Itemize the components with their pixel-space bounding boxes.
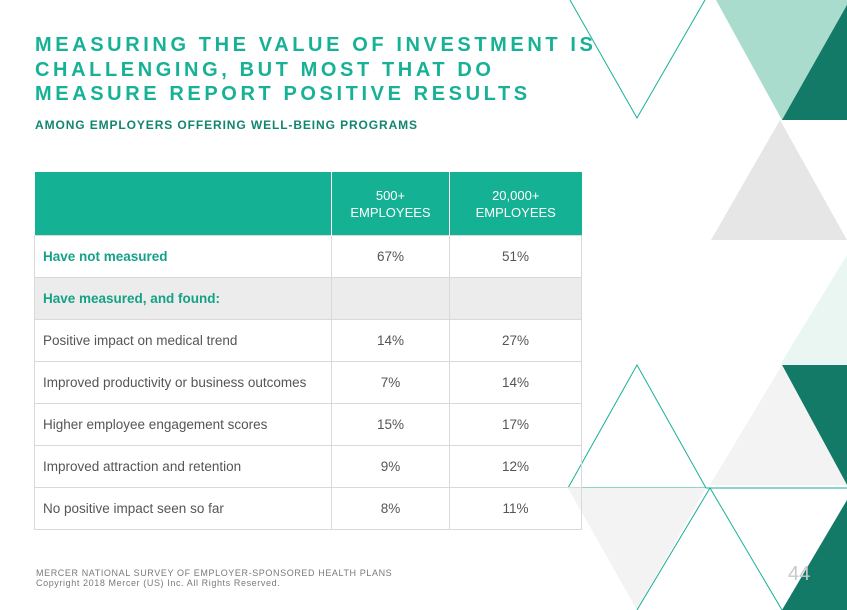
- row-value-20000: 12%: [449, 445, 582, 488]
- header-20000-employees: 20,000+ EMPLOYEES: [449, 172, 582, 236]
- row-value-500: [331, 277, 450, 320]
- table-row: Higher employee engagement scores 15% 17…: [34, 403, 582, 446]
- row-value-500: 15%: [331, 403, 450, 446]
- results-table: 500+ EMPLOYEES 20,000+ EMPLOYEES Have no…: [34, 172, 582, 530]
- row-value-500: 8%: [331, 487, 450, 530]
- row-value-500: 7%: [331, 361, 450, 404]
- row-label: Improved attraction and retention: [34, 445, 332, 488]
- table-row: Improved attraction and retention 9% 12%: [34, 445, 582, 488]
- footer-copyright: Copyright 2018 Mercer (US) Inc. All Righ…: [36, 578, 281, 588]
- slide-title: MEASURING THE VALUE OF INVESTMENT IS CHA…: [35, 33, 615, 107]
- row-value-20000: 11%: [449, 487, 582, 530]
- header-20000-line1: 20,000+: [492, 187, 540, 203]
- row-value-500: 14%: [331, 319, 450, 362]
- row-value-500: 9%: [331, 445, 450, 488]
- deco-light-gray-bottom-triangle: [568, 488, 706, 610]
- deco-outline-triangle-low: [567, 363, 707, 489]
- row-label: Positive impact on medical trend: [34, 319, 332, 362]
- footer-source-line: MERCER NATIONAL SURVEY OF EMPLOYER-SPONS…: [36, 568, 393, 578]
- deco-pale-teal-triangle: [780, 255, 847, 365]
- title-line-3: MEASURE REPORT POSITIVE RESULTS: [35, 83, 531, 105]
- deco-pale-gray-triangle: [710, 365, 847, 485]
- row-label: Improved productivity or business outcom…: [34, 361, 332, 404]
- row-value-20000: [449, 277, 582, 320]
- header-500-employees: 500+ EMPLOYEES: [331, 172, 450, 236]
- header-label-column: [34, 172, 332, 236]
- deco-dark-teal-triangle: [782, 5, 847, 120]
- title-line-2: CHALLENGING, BUT MOST THAT DO: [35, 58, 495, 81]
- page-number: 44: [788, 563, 811, 585]
- table-row: No positive impact seen so far 8% 11%: [34, 487, 582, 530]
- table-row: Positive impact on medical trend 14% 27%: [34, 319, 582, 362]
- row-value-500: 67%: [331, 235, 450, 278]
- row-value-20000: 51%: [449, 235, 582, 278]
- row-label: Have measured, and found:: [34, 277, 332, 320]
- row-label: No positive impact seen so far: [34, 487, 332, 530]
- table-row: Have not measured 67% 51%: [34, 235, 582, 278]
- table-row-section: Have measured, and found:: [34, 277, 582, 320]
- footer-source: MERCER NATIONAL SURVEY OF EMPLOYER-SPONS…: [36, 568, 392, 588]
- deco-outline-triangle-bottom: [636, 487, 783, 610]
- deco-outline-triangle: [569, 0, 706, 120]
- deco-gray-triangle: [711, 120, 847, 240]
- header-20000-line2: EMPLOYEES: [475, 204, 556, 220]
- table-header-row: 500+ EMPLOYEES 20,000+ EMPLOYEES: [34, 172, 582, 236]
- row-label: Have not measured: [34, 235, 332, 278]
- table-row: Improved productivity or business outcom…: [34, 361, 582, 404]
- header-500-line1: 500+: [375, 187, 406, 203]
- row-value-20000: 14%: [449, 361, 582, 404]
- row-value-20000: 27%: [449, 319, 582, 362]
- slide-subtitle: AMONG EMPLOYERS OFFERING WELL-BEING PROG…: [35, 118, 418, 132]
- header-500-line2: EMPLOYEES: [350, 204, 431, 220]
- row-value-20000: 17%: [449, 403, 582, 446]
- row-label: Higher employee engagement scores: [34, 403, 332, 446]
- deco-dark-teal-triangle-bottom: [782, 500, 847, 610]
- title-line-1: MEASURING THE VALUE OF INVESTMENT IS: [35, 34, 597, 56]
